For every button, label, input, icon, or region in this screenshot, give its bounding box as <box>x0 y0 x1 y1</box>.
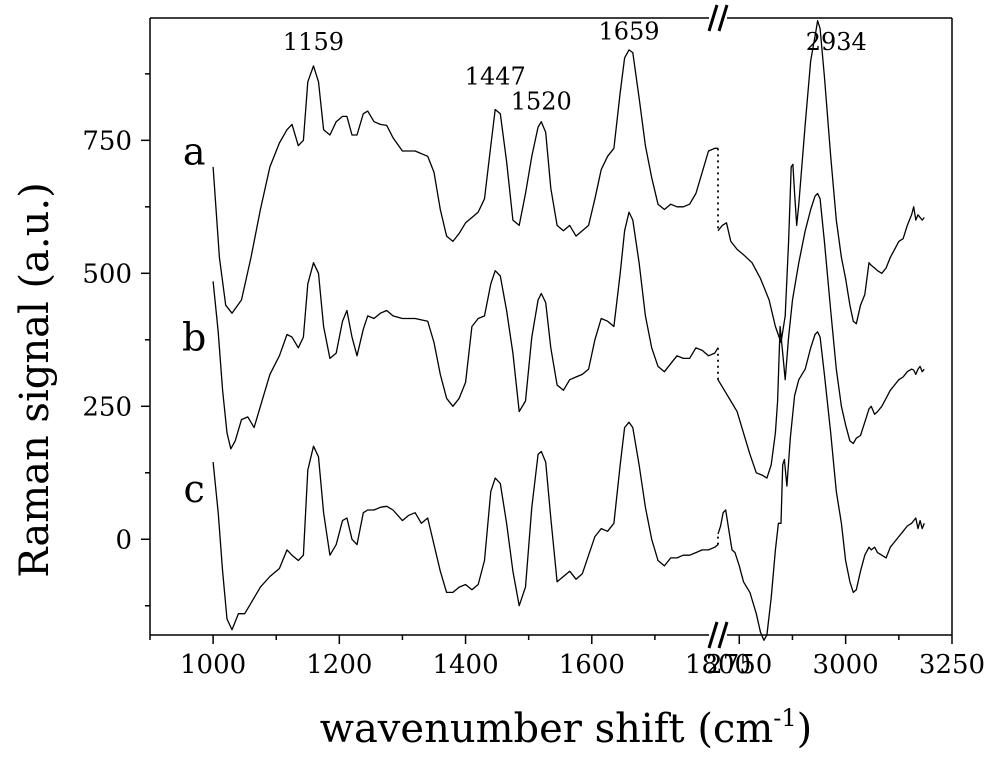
axis-break-marks <box>707 4 729 649</box>
break-slash <box>707 621 719 649</box>
series-c: c <box>184 331 925 641</box>
x-tick-label: 3000 <box>813 650 879 680</box>
x-tick-label: 1200 <box>306 650 372 680</box>
break-slash <box>717 621 729 649</box>
y-tick-label: 750 <box>82 126 132 156</box>
y-tick-label: 250 <box>82 392 132 422</box>
series-a-label: a <box>183 129 206 173</box>
series-a: a <box>183 20 925 344</box>
series-b-label: b <box>182 315 206 359</box>
peak-label-2934: 2934 <box>806 28 867 56</box>
y-tick-label: 500 <box>82 259 132 289</box>
y-axis-ticks: 0 250 500 750 <box>82 73 150 607</box>
y-tick-label: 0 <box>115 525 132 555</box>
x-axis-title-main: wavenumber shift (cm <box>320 706 774 752</box>
x-tick-label: 3250 <box>919 650 985 680</box>
series-c-label: c <box>184 467 205 511</box>
x-tick-label: 1600 <box>559 650 625 680</box>
x-tick-label: 1400 <box>432 650 498 680</box>
x-tick-label: 1800 <box>685 650 751 680</box>
series-a-line-high <box>717 20 925 344</box>
peak-label-1447: 1447 <box>465 62 526 90</box>
series-b: b <box>182 192 925 479</box>
x-tick-label: 2750 <box>706 650 772 680</box>
peak-label-1159: 1159 <box>283 28 344 56</box>
series-c-line-low <box>212 421 719 631</box>
break-slash <box>707 4 719 32</box>
x-axis-title-close: ) <box>797 706 813 752</box>
break-mark-top <box>707 4 729 32</box>
peak-label-1659: 1659 <box>598 17 659 45</box>
x-tick-label: 1000 <box>180 650 246 680</box>
x-axis-title: wavenumber shift (cm-1) <box>320 704 813 752</box>
break-slash <box>717 4 729 32</box>
series-b-line-high <box>717 192 925 479</box>
x-axis-title-sup: -1 <box>773 704 796 732</box>
series-b-line-low <box>212 211 719 450</box>
peak-label-1520: 1520 <box>511 87 572 115</box>
break-mark-bottom <box>707 621 729 649</box>
series-group: a b c <box>182 20 925 641</box>
series-c-line-high <box>717 331 925 641</box>
series-a-line-low <box>212 49 718 314</box>
y-axis-title: Raman signal (a.u.) <box>12 182 58 577</box>
